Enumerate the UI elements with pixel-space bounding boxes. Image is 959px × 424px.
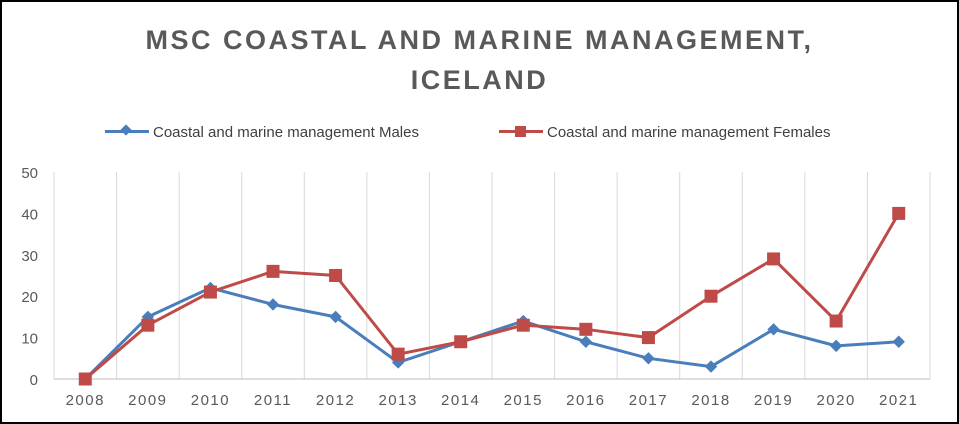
x-tick-label: 2010 xyxy=(191,392,230,409)
y-tick-label: 40 xyxy=(21,206,38,223)
data-point-males xyxy=(329,310,342,324)
chart-title: MSC COASTAL AND MARINE MANAGEMENT, ICELA… xyxy=(2,20,957,100)
x-tick-label: 2018 xyxy=(691,392,730,409)
chart-title-line-2: ICELAND xyxy=(410,65,549,95)
y-tick-label: 0 xyxy=(30,372,38,389)
data-point-males xyxy=(892,335,905,348)
data-point-females xyxy=(141,318,155,332)
y-tick-label: 20 xyxy=(21,289,38,306)
data-point-females xyxy=(266,264,280,278)
x-tick-label: 2014 xyxy=(441,392,480,409)
data-point-females xyxy=(391,347,405,361)
x-tick-label: 2017 xyxy=(629,392,668,409)
data-point-females xyxy=(78,372,92,386)
x-tick-label: 2016 xyxy=(566,392,605,409)
chart-legend: Coastal and marine management Males Coas… xyxy=(2,120,957,144)
x-tick-label: 2012 xyxy=(316,392,355,409)
legend-swatch-males xyxy=(105,120,149,144)
chart-title-line-1: MSC COASTAL AND MARINE MANAGEMENT, xyxy=(145,25,814,55)
data-point-males xyxy=(266,298,280,311)
data-point-females xyxy=(892,206,906,220)
y-tick-label: 50 xyxy=(21,165,38,182)
x-tick-label: 2009 xyxy=(128,392,167,409)
legend-item-males: Coastal and marine management Males xyxy=(105,120,419,144)
series-line-females xyxy=(84,212,901,381)
data-point-males xyxy=(767,323,780,336)
data-point-females xyxy=(516,318,530,332)
y-tick-label: 10 xyxy=(21,331,38,348)
y-tick-label: 30 xyxy=(21,248,38,265)
data-point-females xyxy=(641,331,655,345)
data-point-males xyxy=(642,352,655,365)
legend-label-males: Coastal and marine management Males xyxy=(153,123,419,141)
x-tick-label: 2021 xyxy=(879,392,918,409)
x-tick-label: 2020 xyxy=(816,392,855,409)
data-point-females xyxy=(704,289,718,303)
data-point-males xyxy=(579,335,593,348)
legend-swatch-females xyxy=(499,120,543,144)
data-point-females xyxy=(829,314,843,328)
x-tick-label: 2011 xyxy=(254,392,292,409)
legend-item-females: Coastal and marine management Females xyxy=(499,120,830,144)
data-point-females xyxy=(767,252,781,266)
x-tick-label: 2015 xyxy=(504,392,543,409)
legend-label-females: Coastal and marine management Females xyxy=(547,123,831,141)
data-point-males xyxy=(829,339,843,353)
data-point-males xyxy=(704,360,718,373)
x-tick-label: 2019 xyxy=(754,392,793,409)
x-tick-label: 2008 xyxy=(66,392,105,409)
data-point-females xyxy=(203,285,217,299)
data-point-females xyxy=(329,269,343,282)
data-point-females xyxy=(579,322,593,336)
data-point-females xyxy=(454,335,468,349)
x-tick-label: 2013 xyxy=(378,392,417,409)
series-line-males xyxy=(84,286,899,381)
